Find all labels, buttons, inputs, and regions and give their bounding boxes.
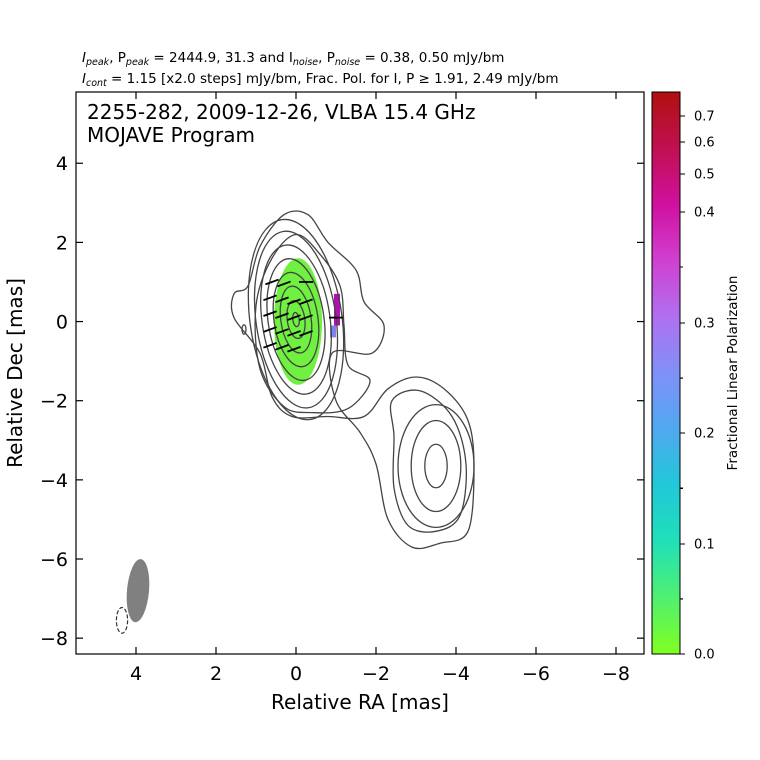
x-axis-label: Relative RA [mas]	[271, 690, 449, 714]
y-tick-label: −2	[40, 391, 68, 413]
island-contour	[241, 324, 247, 335]
cbar-tick-label: 0.5	[694, 168, 715, 183]
y-tick-label: 0	[56, 312, 68, 334]
outer-contour-1	[389, 389, 467, 533]
y-tick-label: −6	[40, 549, 68, 571]
secondary-contour-1	[410, 419, 462, 513]
pol-region-2	[330, 325, 336, 338]
colorbar	[651, 91, 681, 655]
x-tick-label: 2	[210, 663, 222, 685]
evpa-vector-12	[263, 342, 277, 349]
panel-title-line-1: 2255-282, 2009-12-26, VLBA 15.4 GHz	[87, 100, 475, 124]
evpa-vector-2	[287, 298, 301, 306]
cbar-tick-label: 0.6	[694, 136, 715, 151]
beam-ellipse	[126, 559, 150, 623]
cbar-tick-label: 0.0	[694, 648, 715, 663]
cbar-tick-label: 0.3	[694, 317, 715, 332]
evpa-vector-5	[275, 312, 289, 319]
pol-region-1	[334, 293, 340, 326]
colorbar-ticks: 0.0 0.1 0.2 0.3 0.4 0.5 0.6 0.7	[680, 110, 715, 663]
core-contour-6	[253, 230, 339, 409]
y-tick-label: −8	[40, 628, 68, 650]
core-contour-4	[266, 258, 326, 382]
evpa-vector-14	[287, 346, 301, 353]
y-axis-label: Relative Dec [mas]	[3, 278, 27, 468]
x-tick-label: −6	[522, 663, 550, 685]
secondary-contour-2	[397, 404, 475, 529]
evpa-vector-7	[299, 314, 313, 321]
core-contour-2	[279, 285, 313, 354]
cbar-tick-label: 0.2	[694, 427, 715, 442]
beam-layer	[115, 559, 150, 634]
evpa-vector-11	[299, 330, 313, 337]
evpa-vector-1	[275, 296, 289, 304]
x-tick-label: 4	[130, 663, 142, 685]
evpa-vector-15	[265, 278, 279, 286]
contour-layer	[230, 210, 475, 550]
evpa-vector-16	[277, 280, 291, 288]
x-tick-label: −2	[362, 663, 390, 685]
outer-contour-2	[254, 233, 371, 414]
core-contour-5	[260, 244, 332, 395]
colorbar-label: Fractional Linear Polarization	[725, 276, 741, 471]
evpa-vector-4	[263, 310, 277, 317]
evpa-vector-13	[275, 344, 289, 351]
secondary-contour-0	[424, 443, 448, 489]
evpa-vector-8	[263, 326, 277, 333]
outer-contour-0	[230, 210, 475, 550]
x-tick-label: −4	[442, 663, 470, 685]
evpa-vector-9	[275, 328, 289, 335]
header-line-1: Ipeak, Ppeak = 2444.9, 31.3 and Inoise, …	[82, 50, 504, 68]
cbar-tick-label: 0.7	[694, 110, 715, 125]
plot-area	[115, 210, 475, 634]
evpa-vector-0	[263, 294, 277, 302]
plot-frame	[75, 91, 645, 655]
core-contour-7	[247, 218, 345, 421]
evpa-vector-layer	[263, 278, 343, 353]
x-tick-label: 0	[290, 663, 302, 685]
evpa-vector-10	[287, 330, 301, 337]
core-contour-3	[272, 271, 320, 368]
axis-ticks: 4 2 0 −2 −4 −6 −8 4 2 0 −2 −4 −6 −8	[40, 92, 644, 685]
cbar-tick-label: 0.1	[694, 538, 715, 553]
x-tick-label: −8	[602, 663, 630, 685]
cbar-tick-label: 0.4	[694, 206, 715, 221]
pol-beam-ellipse	[115, 606, 129, 634]
evpa-vector-6	[287, 314, 301, 321]
y-tick-label: −4	[40, 470, 68, 492]
y-tick-label: 4	[56, 153, 68, 175]
header-line-2: Icont = 1.15 [x2.0 steps] mJy/bm, Frac. …	[82, 71, 559, 89]
panel-title-line-2: MOJAVE Program	[87, 123, 255, 147]
y-tick-label: 2	[56, 232, 68, 254]
evpa-vector-3	[299, 298, 313, 306]
